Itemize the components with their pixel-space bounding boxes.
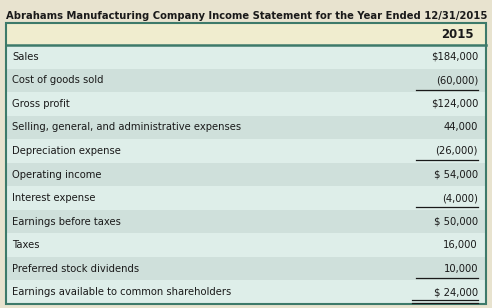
Text: Abrahams Manufacturing Company Income Statement for the Year Ended 12/31/2015: Abrahams Manufacturing Company Income St…: [6, 11, 488, 21]
Bar: [6, 281, 486, 304]
Text: (60,000): (60,000): [436, 75, 478, 85]
Text: Operating income: Operating income: [12, 169, 101, 180]
Text: (4,000): (4,000): [442, 193, 478, 203]
Bar: [6, 116, 486, 139]
Text: 16,000: 16,000: [443, 240, 478, 250]
Bar: [6, 257, 486, 281]
Text: $ 54,000: $ 54,000: [434, 169, 478, 180]
Text: Selling, general, and administrative expenses: Selling, general, and administrative exp…: [12, 122, 241, 132]
Bar: [6, 92, 486, 116]
Bar: [6, 45, 486, 69]
Text: 44,000: 44,000: [444, 122, 478, 132]
Bar: [6, 233, 486, 257]
Bar: [6, 163, 486, 186]
Text: 10,000: 10,000: [443, 264, 478, 274]
Text: Earnings available to common shareholders: Earnings available to common shareholder…: [12, 287, 231, 297]
Text: Preferred stock dividends: Preferred stock dividends: [12, 264, 139, 274]
Text: 2015: 2015: [441, 27, 474, 40]
Bar: [6, 69, 486, 92]
Bar: [6, 210, 486, 233]
Text: Sales: Sales: [12, 52, 39, 62]
Bar: [6, 23, 486, 45]
Text: $124,000: $124,000: [430, 99, 478, 109]
Text: (26,000): (26,000): [435, 146, 478, 156]
Text: $ 50,000: $ 50,000: [434, 217, 478, 227]
Bar: [6, 139, 486, 163]
Text: Earnings before taxes: Earnings before taxes: [12, 217, 121, 227]
Text: Cost of goods sold: Cost of goods sold: [12, 75, 103, 85]
Text: $ 24,000: $ 24,000: [434, 287, 478, 297]
Text: Taxes: Taxes: [12, 240, 39, 250]
Bar: [6, 186, 486, 210]
Text: $184,000: $184,000: [431, 52, 478, 62]
Text: Gross profit: Gross profit: [12, 99, 70, 109]
Text: Depreciation expense: Depreciation expense: [12, 146, 121, 156]
Text: Interest expense: Interest expense: [12, 193, 95, 203]
